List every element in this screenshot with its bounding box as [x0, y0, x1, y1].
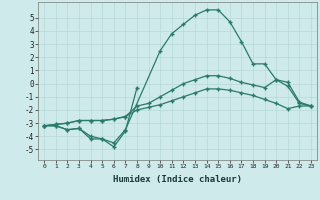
X-axis label: Humidex (Indice chaleur): Humidex (Indice chaleur) [113, 175, 242, 184]
